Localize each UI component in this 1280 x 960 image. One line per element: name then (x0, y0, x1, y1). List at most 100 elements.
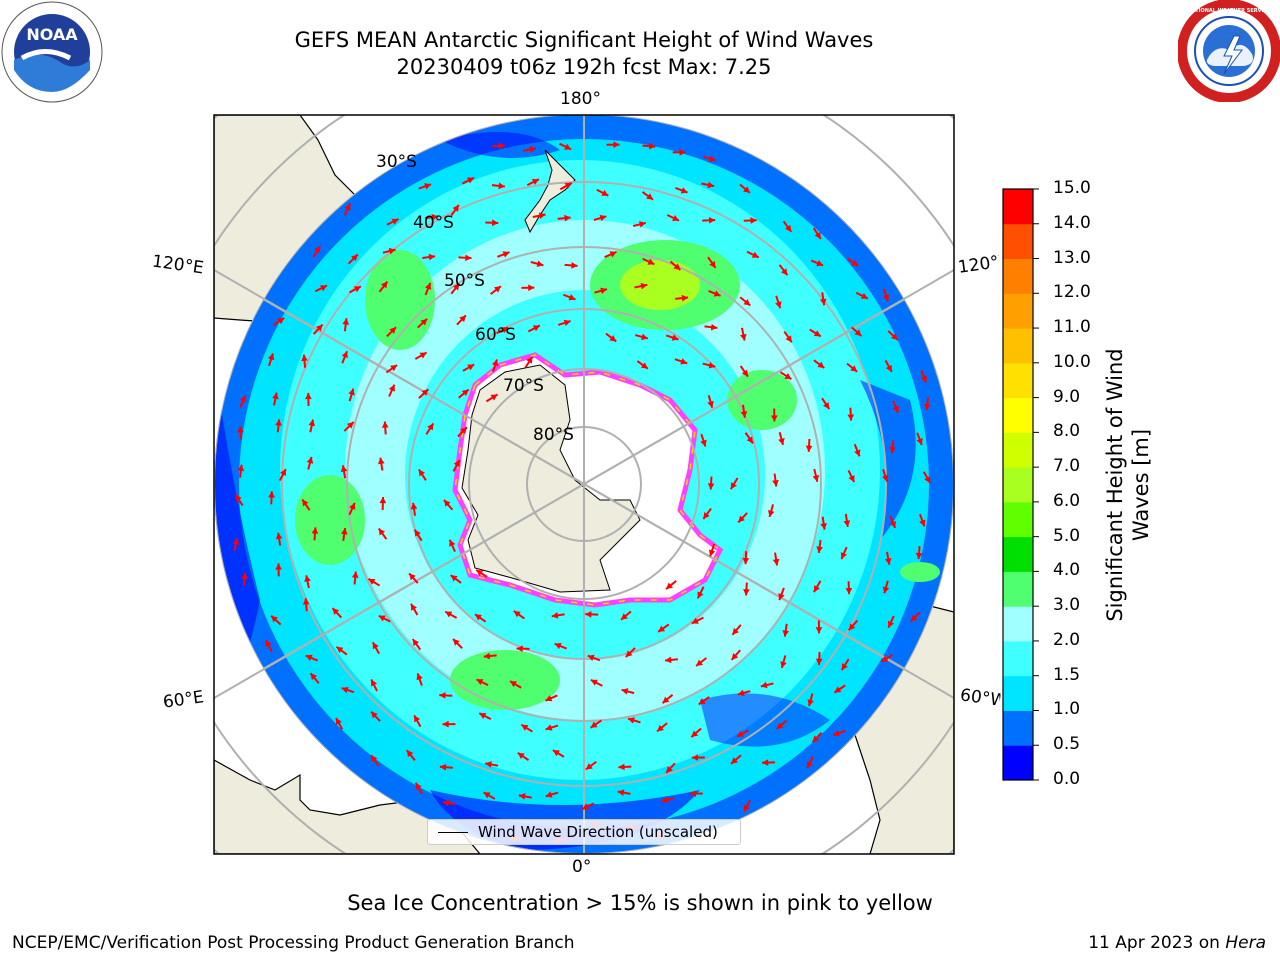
colorbar-segment (1003, 293, 1033, 329)
wave-direction-arrowhead (671, 334, 679, 341)
colorbar-tick-label: 3.0 (1053, 595, 1081, 616)
wave-direction-arrowhead (320, 285, 328, 292)
wave-direction-arrowhead (415, 782, 422, 790)
wave-direction-arrowhead (641, 333, 648, 341)
wave-direction-arrowhead (741, 369, 749, 377)
wave-direction-arrowhead (698, 698, 706, 705)
wave-direction-arrowhead (453, 459, 460, 467)
wave-direction-arrowhead (840, 552, 847, 560)
colorbar-segment (1003, 223, 1033, 260)
wave-direction-arrowhead (740, 411, 748, 418)
wave-direction-arrowhead (280, 469, 286, 477)
wave-direction-arrowhead (237, 464, 245, 472)
wave-direction-arrowhead (815, 658, 823, 665)
wave-direction-arrowhead (820, 523, 827, 530)
wave-direction-arrowhead (479, 713, 487, 719)
footer-date: 11 Apr 2023 on Hera (1088, 933, 1266, 953)
lat-label-80s: 80°S (533, 425, 574, 445)
colorbar-tick-label: 8.0 (1053, 421, 1081, 442)
wave-direction-arrowhead (628, 717, 635, 724)
wave-direction-arrowhead (391, 218, 399, 225)
wave-direction-arrowhead (781, 268, 788, 276)
wave-direction-arrowhead (442, 799, 450, 807)
wave-direction-arrowhead (703, 512, 710, 519)
wave-direction-arrowhead (738, 515, 745, 523)
wave-direction-arrowhead (428, 253, 436, 261)
nws-logo: NATIONAL WEATHER SERVICE (1178, 0, 1280, 102)
wave-direction-arrowhead (681, 294, 689, 302)
wave-direction-arrowhead (424, 282, 432, 290)
wave-direction-arrowhead (344, 203, 351, 211)
wave-direction-arrowhead (304, 575, 311, 582)
wave-direction-arrowhead (700, 439, 707, 447)
wave-direction-arrowhead (696, 659, 704, 667)
wave-direction-arrowhead (235, 494, 242, 502)
wave-direction-arrowhead (232, 538, 240, 545)
wave-direction-arrowhead (390, 365, 398, 372)
wave-direction-arrowhead (349, 502, 356, 510)
wave-direction-arrowhead (453, 638, 460, 646)
wave-direction-arrowhead (813, 585, 820, 593)
wave-direction-arrowhead (713, 290, 721, 297)
wave-direction-arrowhead (889, 446, 896, 454)
wave-direction-arrowhead (860, 292, 868, 299)
wave-direction-arrowhead (772, 558, 780, 566)
wave-direction-arrowhead (409, 573, 416, 581)
wave-direction-arrowhead (621, 688, 629, 695)
wave-direction-arrowhead (854, 449, 861, 457)
wave-direction-arrowhead (381, 281, 388, 289)
wave-direction-arrowhead (762, 759, 769, 766)
wave-direction-arrowhead (460, 427, 467, 434)
colorbar-tick-label: 0.5 (1053, 734, 1081, 755)
legend-label: Wind Wave Direction (unscaled) (478, 823, 718, 841)
wave-direction-arrowhead (819, 298, 827, 306)
wave-direction-arrowhead (490, 394, 498, 401)
wave-direction-arrowhead (305, 654, 313, 661)
wave-direction-arrowhead (545, 791, 553, 798)
colorbar-tick-label: 12.0 (1053, 282, 1091, 303)
wave-direction-arrowhead (882, 294, 890, 302)
wave-direction-arrowhead (306, 456, 314, 464)
colorbar-segment (1003, 675, 1033, 711)
wave-direction-arrowhead (737, 689, 745, 697)
colorbar-tick-label: 10.0 (1053, 351, 1091, 372)
wave-direction-arrowhead (237, 426, 244, 433)
wave-direction-arrowhead (850, 365, 858, 372)
wave-direction-arrowhead (314, 246, 321, 254)
wave-direction-arrowhead (498, 142, 505, 150)
wave-direction-arrowhead (459, 315, 466, 323)
caption: Sea Ice Concentration > 15% is shown in … (347, 891, 933, 915)
wave-direction-arrowhead (730, 482, 737, 490)
colorbar-segment (1003, 501, 1033, 538)
wave-direction-arrowhead (476, 679, 484, 686)
wave-direction-arrowhead (467, 177, 475, 184)
wave-direction-arrowhead (812, 474, 820, 482)
wave-direction-arrowhead (816, 546, 823, 553)
wave-direction-arrowhead (502, 251, 510, 258)
wave-direction-arrowhead (439, 763, 447, 771)
wave-direction-arrowhead (664, 656, 672, 664)
wave-direction-arrowhead (740, 333, 747, 341)
wave-direction-arrowhead (420, 318, 428, 326)
outer-graticule (214, 115, 954, 854)
nws-logo-text: NATIONAL WEATHER SERVICE (1188, 8, 1271, 14)
wave-direction-arrowhead (609, 335, 617, 342)
wave-direction-arrowhead (666, 766, 673, 773)
wave-direction-arrowhead (509, 681, 517, 688)
wave-direction-arrowhead (778, 593, 785, 601)
wave-direction-arrowhead (851, 259, 859, 267)
wave-direction-arrowhead (301, 354, 308, 362)
colorbar-segment (1003, 536, 1033, 572)
wave-direction-arrowhead (452, 283, 460, 291)
wave-direction-arrowhead (892, 405, 899, 413)
wave-direction-arrowhead (890, 333, 898, 340)
lat-label-50s: 50°S (444, 271, 485, 291)
wave-direction-arrowhead (379, 497, 387, 504)
wave-direction-arrowhead (340, 528, 348, 535)
wave-direction-arrowhead (848, 623, 856, 631)
wave-direction-arrowhead (776, 722, 784, 730)
colorbar-tick-label: 1.0 (1053, 699, 1081, 720)
wave-direction-arrowhead (743, 299, 751, 306)
wave-direction-arrowhead (272, 392, 279, 400)
wave-direction-arrowhead (310, 673, 318, 681)
